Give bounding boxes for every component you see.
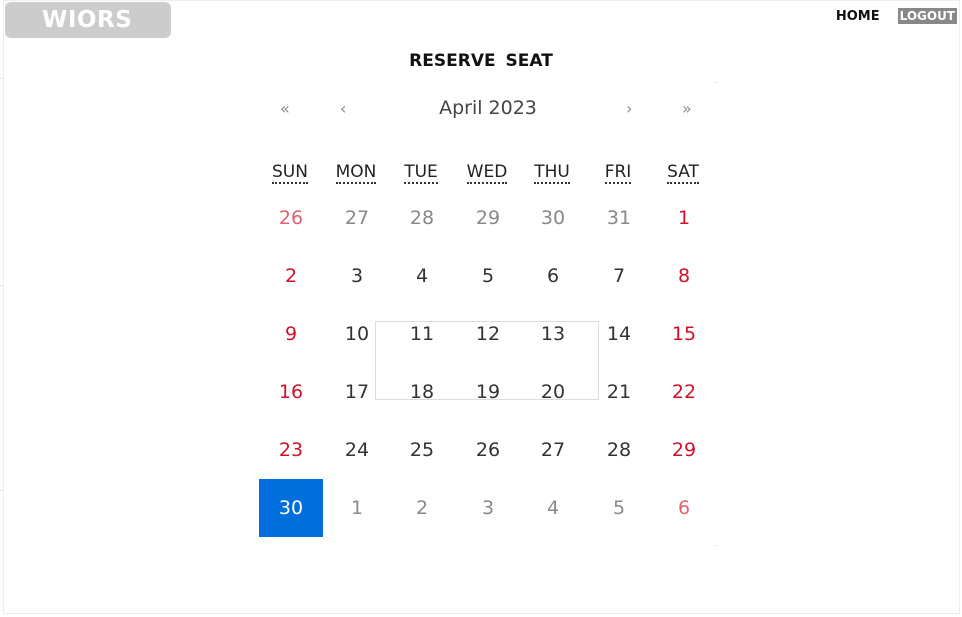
weekday-tue: TUE <box>404 162 438 184</box>
calendar-day[interactable]: 27 <box>540 439 566 461</box>
page-frame <box>3 0 960 614</box>
logo[interactable]: WIORS <box>5 2 171 38</box>
calendar-day[interactable]: 10 <box>344 323 370 345</box>
calendar-day[interactable]: 14 <box>606 323 632 345</box>
calendar-day[interactable]: 11 <box>409 323 435 345</box>
calendar-day[interactable]: 28 <box>409 207 435 229</box>
calendar-day[interactable]: 16 <box>278 381 304 403</box>
calendar-day[interactable]: 9 <box>284 323 298 345</box>
calendar-corner-mark <box>715 82 717 83</box>
calendar-day[interactable]: 1 <box>350 497 364 519</box>
calendar-day[interactable]: 18 <box>409 381 435 403</box>
calendar-day[interactable]: 22 <box>671 381 697 403</box>
next-month-button[interactable]: › <box>626 99 633 118</box>
top-nav: HOME LOGOUT <box>836 8 957 24</box>
weekday-wed: WED <box>466 162 508 184</box>
calendar-day[interactable]: 17 <box>344 381 370 403</box>
calendar-day[interactable]: 13 <box>540 323 566 345</box>
weekday-thu: THU <box>534 162 570 184</box>
calendar-day[interactable]: 12 <box>475 323 501 345</box>
calendar-day[interactable]: 2 <box>415 497 429 519</box>
prev-year-button[interactable]: « <box>280 99 290 118</box>
calendar-day[interactable]: 4 <box>546 497 560 519</box>
calendar-day[interactable]: 2 <box>284 265 298 287</box>
calendar-day[interactable]: 29 <box>475 207 501 229</box>
calendar-navigation: April 2023 « ‹ › » <box>259 97 717 121</box>
prev-month-button[interactable]: ‹ <box>340 99 347 118</box>
calendar-day[interactable]: 5 <box>481 265 495 287</box>
calendar-day[interactable]: 8 <box>677 265 691 287</box>
calendar-day[interactable]: 26 <box>278 207 304 229</box>
weekday-fri: FRI <box>604 162 632 184</box>
calendar-day[interactable]: 1 <box>677 207 691 229</box>
calendar-day[interactable]: 28 <box>606 439 632 461</box>
calendar-day[interactable]: 3 <box>350 265 364 287</box>
weekday-sat: SAT <box>667 162 699 184</box>
nav-logout-button[interactable]: LOGOUT <box>897 8 957 24</box>
calendar-day[interactable]: 31 <box>606 207 632 229</box>
calendar-day[interactable]: 24 <box>344 439 370 461</box>
calendar-day[interactable]: 5 <box>612 497 626 519</box>
calendar-corner-mark <box>715 545 717 546</box>
month-label[interactable]: April 2023 <box>439 97 537 119</box>
calendar-day[interactable]: 3 <box>481 497 495 519</box>
calendar-day[interactable]: 6 <box>677 497 691 519</box>
weekday-sun: SUN <box>272 162 308 184</box>
calendar-day[interactable]: 7 <box>612 265 626 287</box>
calendar-day[interactable]: 15 <box>671 323 697 345</box>
calendar-day[interactable]: 25 <box>409 439 435 461</box>
calendar-day[interactable]: 20 <box>540 381 566 403</box>
calendar-day[interactable]: 4 <box>415 265 429 287</box>
calendar: April 2023 « ‹ › » SUN MON TUE WED THU F… <box>259 82 717 547</box>
page-title: RESERVE SEAT <box>409 51 553 71</box>
calendar-day[interactable]: 30 <box>540 207 566 229</box>
calendar-day[interactable]: 23 <box>278 439 304 461</box>
next-year-button[interactable]: » <box>682 99 692 118</box>
calendar-day[interactable]: 19 <box>475 381 501 403</box>
calendar-day[interactable]: 29 <box>671 439 697 461</box>
calendar-day[interactable]: 6 <box>546 265 560 287</box>
calendar-day[interactable]: 21 <box>606 381 632 403</box>
nav-home-link[interactable]: HOME <box>835 8 880 24</box>
calendar-day[interactable]: 27 <box>344 207 370 229</box>
calendar-day[interactable]: 26 <box>475 439 501 461</box>
weekday-mon: MON <box>335 162 377 184</box>
calendar-day[interactable]: 30 <box>259 479 323 537</box>
